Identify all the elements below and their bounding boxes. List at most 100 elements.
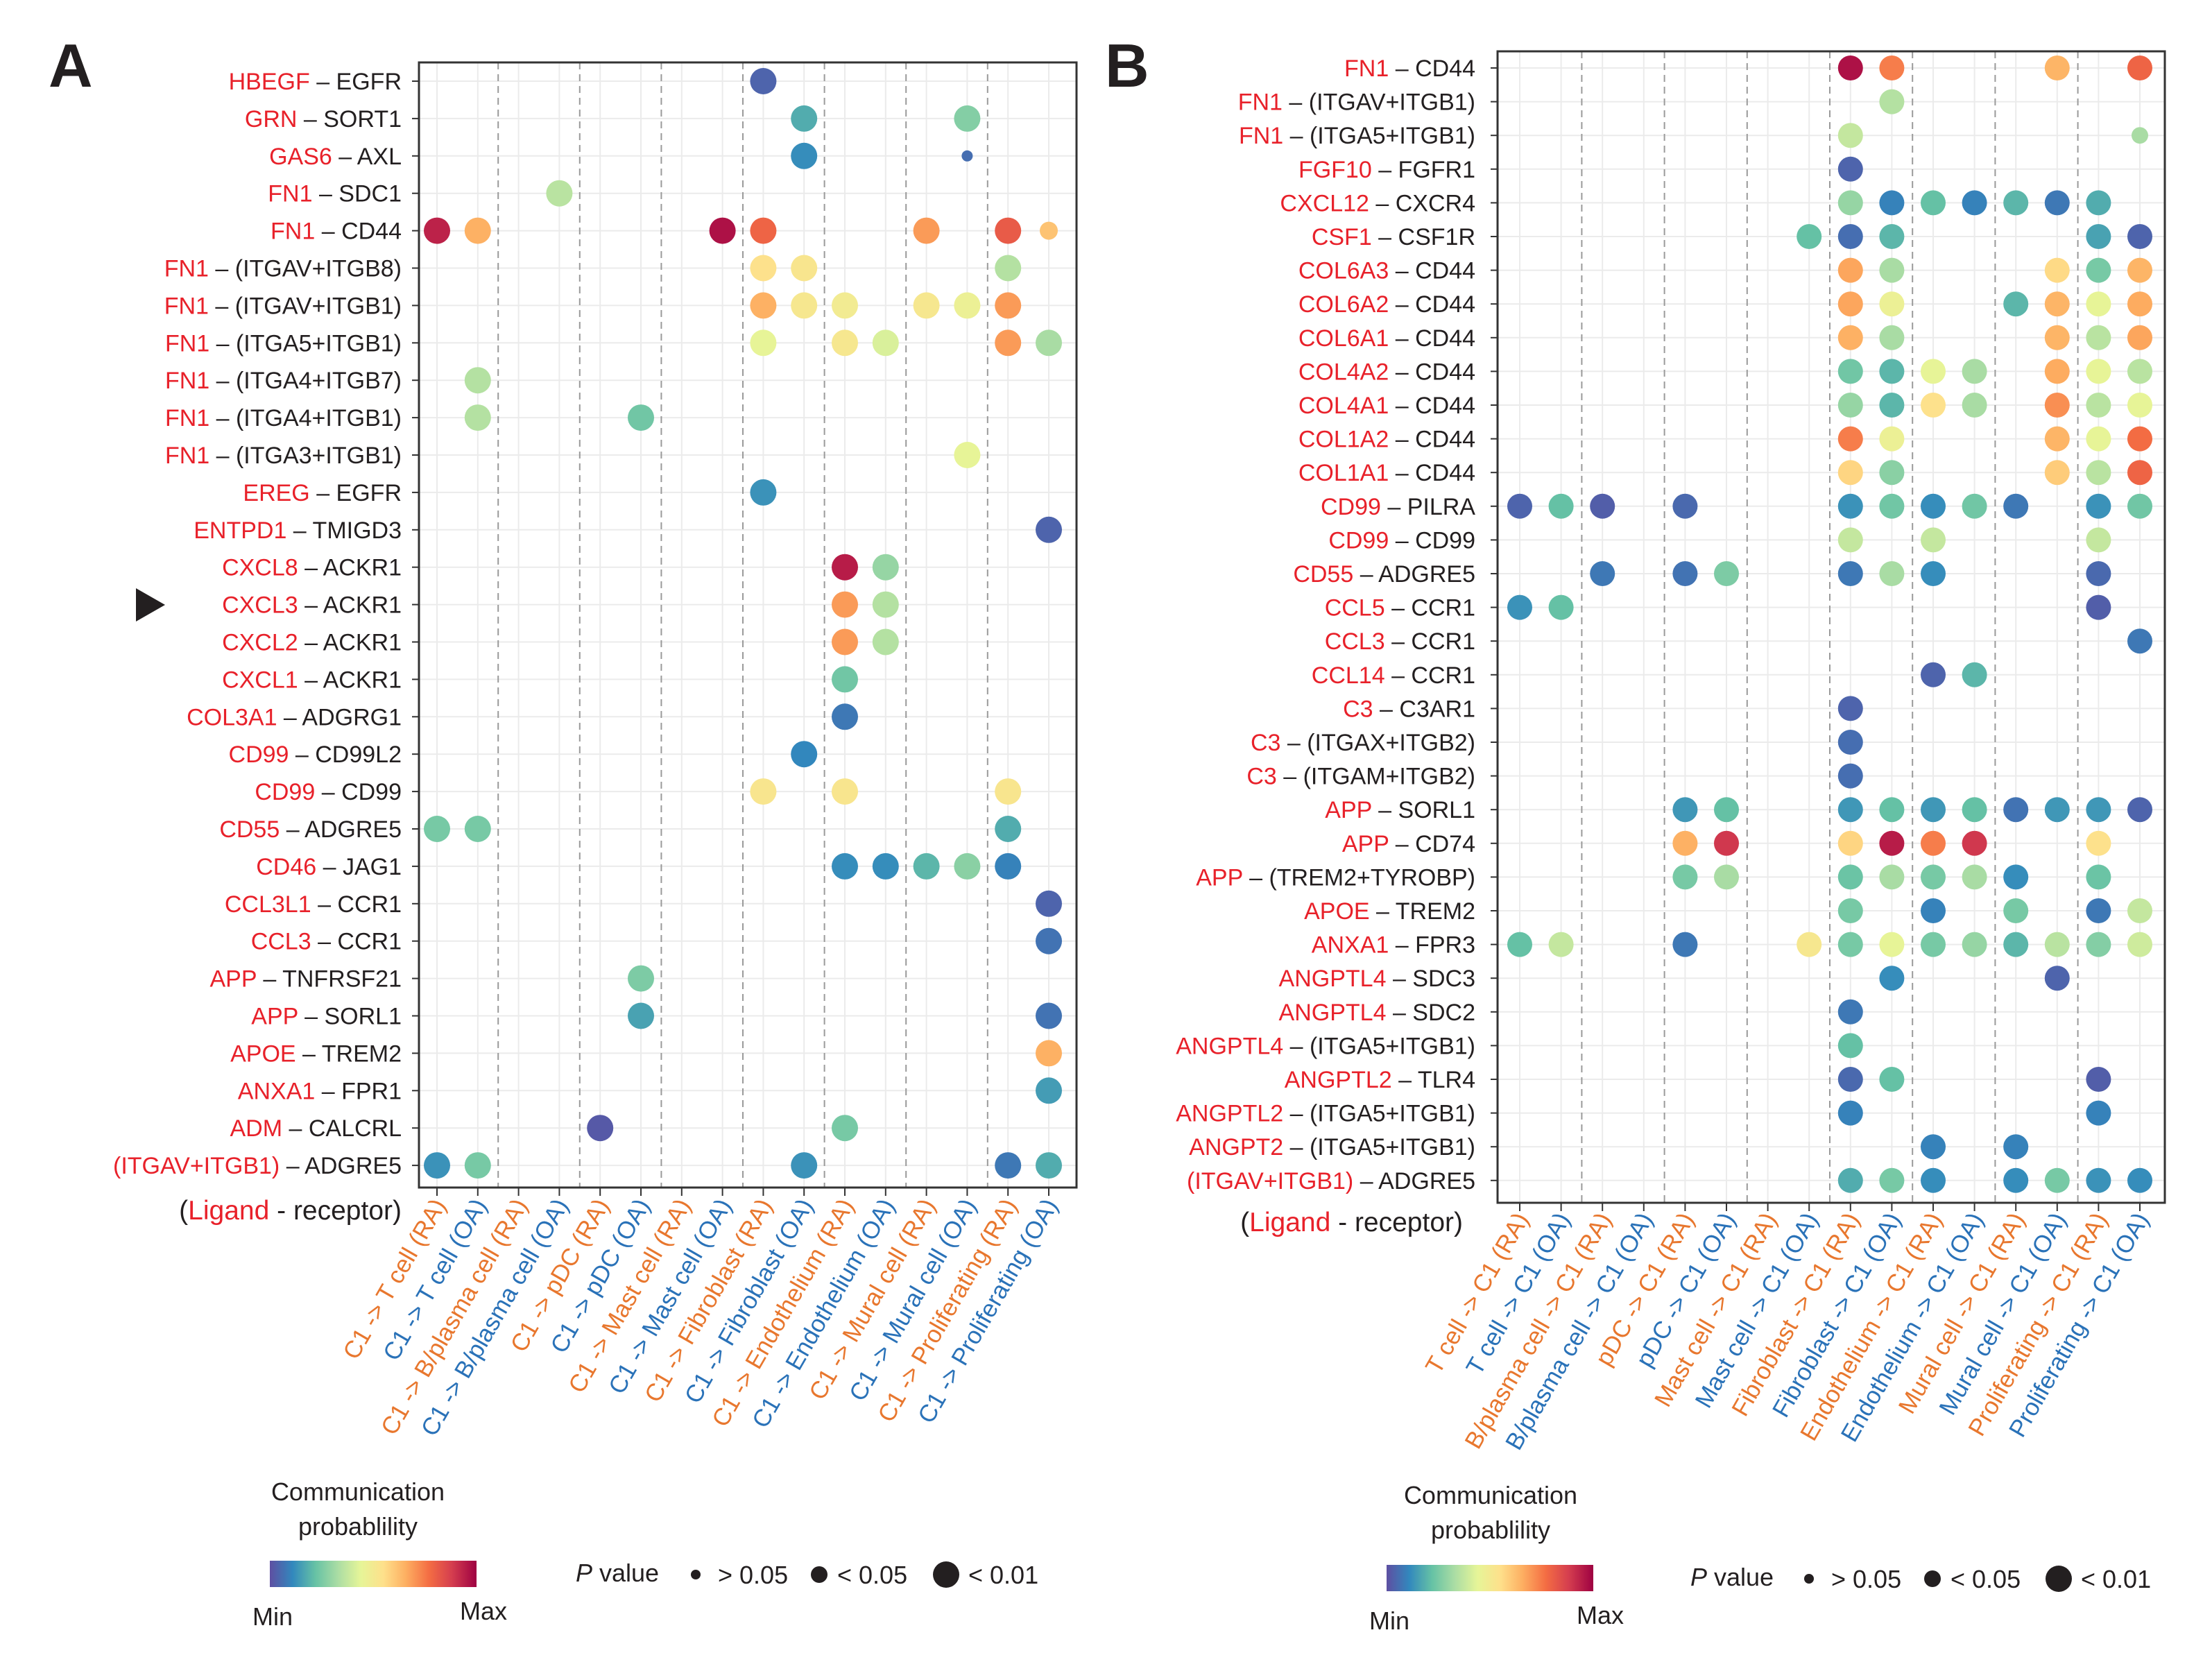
receptor-name: – CD44 (1389, 460, 1475, 486)
data-point (750, 255, 777, 282)
data-point (954, 852, 981, 880)
data-point (2127, 493, 2152, 519)
data-point (2003, 797, 2029, 823)
data-point (2086, 393, 2111, 418)
data-point (1797, 932, 1822, 957)
data-point (791, 741, 818, 768)
data-point (913, 292, 940, 319)
y-tick-label: CD55 – ADGRE5 (219, 816, 402, 843)
data-point (1837, 1067, 1863, 1092)
ligand-name: CD55 (219, 816, 280, 843)
panel-a-axis-caption: (Ligand - receptor) (179, 1196, 402, 1226)
receptor-name: – (ITGAX+ITGB2) (1280, 730, 1475, 756)
data-point (1837, 55, 1863, 80)
data-point (1921, 864, 1946, 890)
y-tick-label: CSF1 – CSF1R (1312, 224, 1475, 250)
data-point (791, 255, 818, 282)
color-scale-min: Min (1369, 1606, 1409, 1635)
data-point (2044, 932, 2070, 957)
receptor-name: – ACKR1 (298, 555, 402, 581)
ligand-name: ANGPTL2 (1285, 1067, 1392, 1093)
ligand-name: FN1 (271, 218, 315, 245)
data-point (2003, 898, 2029, 923)
data-point (2086, 460, 2111, 486)
data-point (995, 778, 1022, 805)
data-point (1921, 662, 1946, 687)
receptor-name: – TREM2 (296, 1040, 402, 1067)
data-point (2127, 1167, 2152, 1193)
data-point (1548, 493, 1574, 519)
data-point (832, 628, 858, 655)
data-point (2086, 493, 2111, 519)
data-point (1962, 932, 1987, 957)
y-tick-label: FN1 – (ITGAV+ITGB1) (1238, 89, 1475, 116)
data-point (1507, 594, 1532, 620)
receptor-name: – (ITGAV+ITGB1) (209, 293, 402, 319)
data-point (1879, 359, 1905, 384)
y-tick-label: ANGPTL2 – TLR4 (1285, 1067, 1475, 1093)
data-point (1672, 830, 1698, 856)
color-legend-title-line1: Communication (271, 1477, 445, 1506)
data-point (832, 292, 858, 319)
receptor-name: – CD44 (1389, 55, 1475, 82)
size-legend-dot-large (2046, 1566, 2072, 1592)
y-tick-label: FN1 – (ITGA4+ITGB1) (165, 405, 402, 431)
data-point (464, 217, 491, 244)
ligand-name: CD99 (229, 742, 289, 768)
panel-a-letter: A (49, 31, 93, 100)
data-point (2127, 55, 2152, 80)
data-point (913, 217, 940, 244)
data-point (1837, 460, 1863, 486)
y-tick-label: (ITGAV+ITGB1) – ADGRE5 (1187, 1168, 1475, 1194)
ligand-name: APP (251, 1004, 298, 1030)
data-point (1837, 797, 1863, 823)
data-point (750, 217, 777, 244)
ligand-name: APOE (1304, 898, 1369, 925)
data-point (1548, 932, 1574, 957)
ligand-name: COL6A3 (1298, 258, 1389, 284)
ligand-name: CXCL12 (1280, 190, 1369, 216)
receptor-name: – SORL1 (298, 1004, 402, 1030)
data-point (424, 816, 450, 842)
y-tick-label: FN1 – (ITGAV+ITGB8) (164, 256, 402, 282)
data-point (2127, 393, 2152, 418)
data-point (832, 666, 858, 693)
data-point (2044, 55, 2070, 80)
data-point (1921, 1167, 1946, 1193)
y-tick-label: FN1 – (ITGA5+ITGB1) (1239, 123, 1475, 149)
data-point (1921, 359, 1946, 384)
panel-a-x-ticks (436, 1188, 1049, 1196)
y-tick-label: CD55 – ADGRE5 (1293, 561, 1475, 588)
data-point (709, 217, 736, 244)
ligand-name: ANGPTL2 (1176, 1101, 1283, 1127)
data-point (2003, 493, 2029, 519)
receptor-name: – TNFRSF21 (257, 966, 402, 993)
panel-b-axis-caption: (Ligand - receptor) (1240, 1208, 1463, 1237)
data-point (961, 150, 973, 162)
data-point (2086, 426, 2111, 452)
size-legend-label-large: < 0.01 (2081, 1565, 2151, 1593)
panel-a-dividers (497, 62, 988, 1188)
panel-b-points (1507, 55, 2152, 1193)
receptor-name: – CCR1 (311, 929, 402, 955)
ligand-name: ANGPTL4 (1176, 1033, 1283, 1059)
data-point (2086, 325, 2111, 350)
data-point (1837, 1033, 1863, 1059)
data-point (1879, 561, 1905, 586)
data-point (1672, 493, 1698, 519)
data-point (1837, 864, 1863, 890)
data-point (1040, 221, 1058, 240)
data-point (2044, 393, 2070, 418)
data-point (1672, 932, 1698, 957)
data-point (750, 329, 777, 357)
y-tick-label: COL3A1 – ADGRG1 (187, 704, 402, 730)
color-legend-title-line2: probablility (1431, 1516, 1550, 1544)
color-scale-min: Min (252, 1602, 293, 1631)
receptor-name: – ADGRE5 (280, 1153, 402, 1179)
receptor-name: – (ITGA5+ITGB1) (1283, 123, 1475, 149)
ligand-name: FN1 (165, 443, 209, 469)
data-point (628, 404, 654, 431)
receptor-name: – CSF1R (1372, 224, 1475, 250)
receptor-name: – (ITGA5+ITGB1) (1283, 1134, 1475, 1160)
